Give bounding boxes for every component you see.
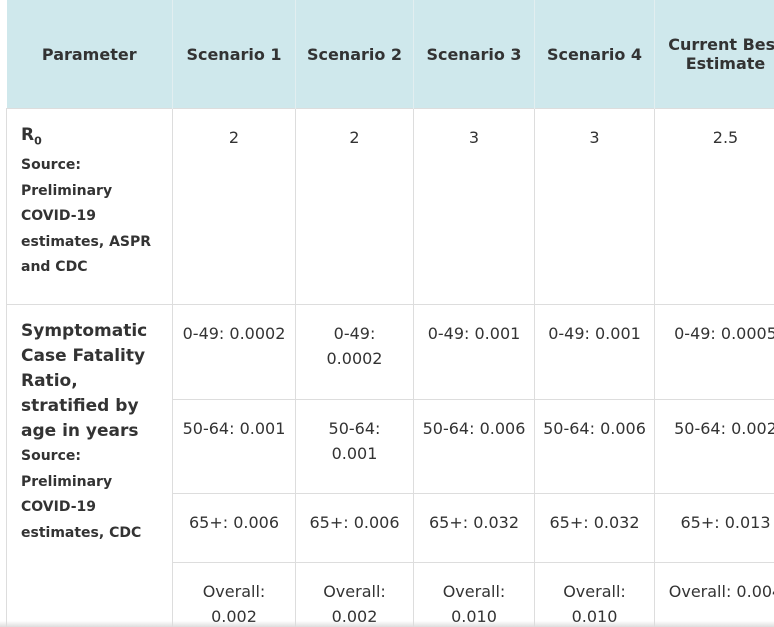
table-row: Symptomatic Case Fatality Ratio, stratif… (6, 304, 774, 627)
value-cell: 50-64: 0.006 (534, 399, 655, 494)
source-text: Preliminary COVID-19 estimates, CDC (21, 473, 142, 541)
value-cell: 0-49: 0.001 (534, 304, 655, 400)
header-cell: Scenario 2 (295, 0, 414, 109)
value-cell: 65+: 0.032 (534, 493, 655, 563)
parameter-name: R0 (21, 125, 42, 148)
value-cell: 2 (172, 108, 296, 305)
value-cell: 3 (413, 108, 535, 305)
value-cell: 2 (295, 108, 414, 305)
value-cell: 3 (534, 108, 655, 305)
value-cell: Overall: 0.010 (413, 562, 535, 627)
parameter-cell: R0 Source: Preliminary COVID-19 estimates… (6, 108, 173, 305)
value-cell: Overall: 0.002 (172, 562, 296, 627)
source: Source: Preliminary COVID-19 estimates, … (21, 153, 160, 281)
value-cell: 65+: 0.013 (654, 493, 774, 563)
source-label: Source: (21, 157, 81, 174)
header-cell: Parameter (6, 0, 173, 109)
value-cell: 65+: 0.006 (172, 493, 296, 563)
value-cell: Overall: 0.004 (654, 562, 774, 627)
source-label: Source: (21, 448, 81, 464)
header-cell: Current Best Estimate (654, 0, 774, 109)
value-cell: Overall: 0.002 (295, 562, 414, 627)
table-row: 65+: 0.006 65+: 0.006 65+: 0.032 65+: 0.032… (7, 493, 774, 563)
parameter-subscript: 0 (34, 134, 42, 148)
value-cell: 0-49: 0.0002 (295, 304, 414, 400)
table-row: R0 Source: Preliminary COVID-19 estimates… (6, 108, 774, 305)
value-cell: 2.5 (654, 108, 774, 305)
header-cell: Scenario 4 (534, 0, 655, 109)
value-cell: 0-49: 0.0002 (172, 304, 296, 400)
parameter-cell: Symptomatic Case Fatality Ratio, stratif… (6, 304, 173, 627)
value-cell: 50-64: 0.001 (172, 399, 296, 494)
table-body: R0 Source: Preliminary COVID-19 estimates… (6, 108, 774, 627)
source-text: Preliminary COVID-19 estimates, ASPR and… (21, 182, 152, 276)
header-cell: Scenario 3 (413, 0, 535, 109)
source: Source: Preliminary COVID-19 estimates, … (21, 444, 160, 546)
value-cell: 0-49: 0.0005 (654, 304, 774, 400)
value-cell: 0-49: 0.001 (413, 304, 535, 400)
scroll-shadow (0, 621, 774, 627)
table-row: 50-64: 0.001 50-64: 0.001 50-64: 0.006 50-6… (7, 399, 774, 494)
value-cell: 65+: 0.032 (413, 493, 535, 563)
value-cell: 50-64: 0.002 (654, 399, 774, 494)
table-row: Overall: 0.002 Overall: 0.002 Overall: 0.0… (7, 562, 774, 627)
value-cell: 50-64: 0.001 (295, 399, 414, 494)
parameter-name: Symptomatic Case Fatality Ratio, stratif… (21, 321, 148, 441)
header-cell: Scenario 1 (172, 0, 296, 109)
value-cell: 50-64: 0.006 (413, 399, 535, 494)
value-cell: Overall: 0.010 (534, 562, 655, 627)
value-cell: 65+: 0.006 (295, 493, 414, 563)
